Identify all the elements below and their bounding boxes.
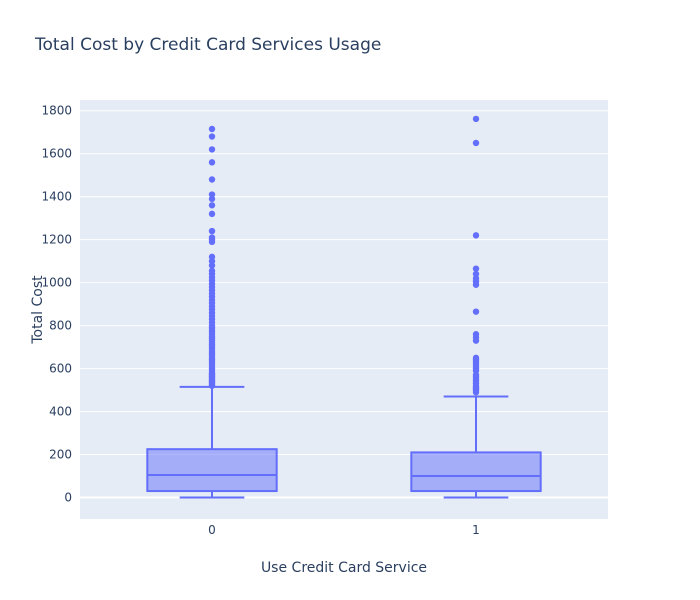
outlier-point [472,265,480,272]
outlier-point [472,270,480,278]
outlier-point [472,139,480,147]
chart-title: Total Cost by Credit Card Services Usage [34,35,381,55]
outlier-point [208,191,216,198]
iqr-box [146,448,278,493]
y-axis-ticks: 0 200 400 600 800 1000 1200 1400 1600 1800 [41,104,72,505]
outlier-point [208,202,216,209]
box-series [146,115,542,499]
y-tick-label-1200: 1200 [41,233,72,247]
outlier-point [472,115,480,123]
y-tick-label-800: 800 [49,319,72,333]
x-tick-label-1: 1 [472,523,480,537]
outlier-point [208,176,216,183]
y-axis-title: Total Cost [30,275,46,345]
outlier-point [208,267,216,275]
y-tick-label-1800: 1800 [41,104,72,118]
outlier-point [208,146,216,153]
box-group-1 [410,115,542,499]
box-group-0 [146,125,278,499]
outlier-point [472,331,480,338]
outlier-point [208,234,216,241]
outlier-point [208,159,216,166]
x-axis-title: Use Credit Card Service [261,560,427,576]
outlier-point [472,308,480,315]
outlier-point [472,354,480,362]
y-tick-label-1400: 1400 [41,190,72,204]
outlier-point [208,125,216,133]
iqr-box [410,451,542,493]
outlier-point [208,227,216,235]
gridlines [80,110,608,499]
y-tick-label-400: 400 [49,405,72,419]
outlier-point [472,232,480,239]
y-tick-label-1600: 1600 [41,147,72,161]
y-tick-label-1000: 1000 [41,276,72,290]
outlier-point [208,133,216,140]
outlier-point [208,210,216,218]
x-tick-label-0: 0 [208,523,216,537]
y-tick-label-0: 0 [64,491,72,505]
y-tick-label-600: 600 [49,362,72,376]
outlier-point [208,253,216,261]
y-tick-label-200: 200 [49,448,72,462]
